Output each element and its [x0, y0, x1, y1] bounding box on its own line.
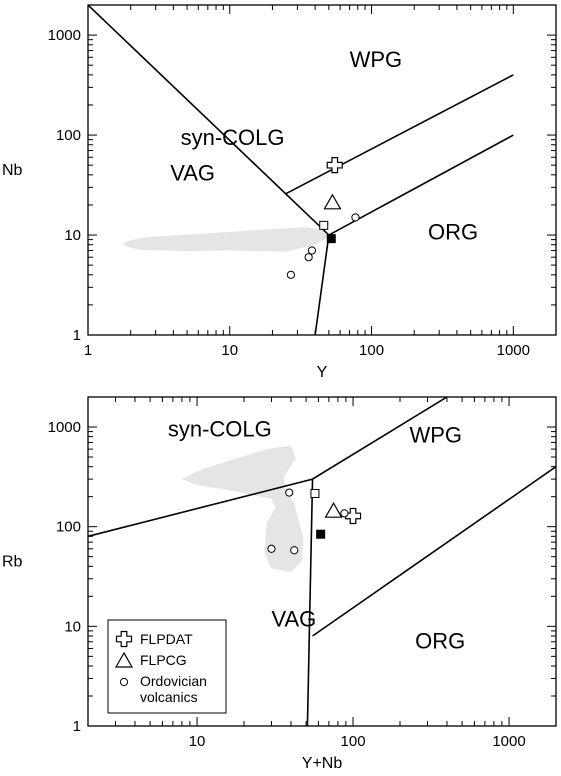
circle-data-point	[286, 270, 296, 279]
y-axis-title: Nb	[2, 162, 23, 179]
x-tick-label: 1000	[497, 342, 530, 359]
filled-square-data-point	[326, 234, 336, 244]
circle-data-point	[307, 246, 317, 255]
field-boundary-0	[88, 5, 514, 237]
y-tick-label: 1	[73, 718, 81, 735]
cross-data-point	[326, 157, 343, 174]
y-tick-label: 1000	[48, 419, 81, 436]
field-label-wpg: WPG	[350, 47, 403, 72]
y-tick-label: 100	[56, 519, 81, 536]
field-label-vag: VAG	[271, 606, 316, 631]
open-square-data-point	[319, 220, 329, 230]
legend-label: Ordovician	[140, 673, 207, 689]
plot-frame	[87, 4, 557, 336]
field-label-org: ORG	[415, 628, 465, 653]
x-tick-label: 1000	[492, 733, 525, 750]
x-tick-label: 10	[221, 342, 238, 359]
y-tick-label: 1000	[48, 27, 81, 44]
plot-frame	[87, 396, 557, 727]
legend-label: FLPDAT	[140, 631, 193, 647]
filled-square-data-point	[316, 529, 326, 539]
y-tick-label: 10	[64, 618, 81, 635]
circle-data-point	[267, 544, 276, 553]
legend-circle-icon	[119, 677, 129, 687]
x-tick-label: 100	[359, 342, 384, 359]
field-label-syn-colg: syn-COLG	[181, 125, 285, 150]
legend-label: FLPCG	[140, 652, 187, 668]
x-tick-label: 100	[341, 733, 366, 750]
y-axis-title: Rb	[2, 554, 23, 571]
cross-data-point	[344, 507, 362, 525]
triangle-data-point	[324, 501, 343, 518]
y-tick-label: 10	[64, 227, 81, 244]
x-tick-label: 1	[84, 342, 92, 359]
grey-field-area	[124, 227, 329, 252]
open-square-data-point	[310, 489, 320, 499]
circle-data-point	[285, 488, 294, 497]
triangle-data-point	[323, 193, 342, 210]
field-label-org: ORG	[428, 220, 478, 245]
circle-data-point	[304, 253, 313, 262]
field-boundary-1	[306, 479, 314, 726]
circle-data-point	[351, 213, 360, 222]
axis-ticks	[87, 4, 557, 336]
field-boundary-2	[312, 466, 556, 637]
field-label-vag: VAG	[170, 161, 215, 186]
circle-data-point	[290, 546, 299, 555]
x-axis-title: Y	[317, 364, 328, 381]
circle-data-point	[340, 509, 349, 518]
legend-label-line2: volcanics	[140, 689, 198, 705]
field-boundary-1	[314, 234, 330, 335]
axis-ticks	[87, 396, 557, 727]
field-boundary-2	[285, 74, 514, 195]
legend-cross-icon	[115, 630, 133, 648]
panel-y-nb: 1 10 100 1000 1 10 100 1000 Y Nb WPG syn-COLG VAG ORG	[2, 4, 557, 381]
grey-field-area	[181, 445, 304, 573]
y-tick-label: 100	[56, 127, 81, 144]
x-tick-label: 10	[189, 733, 206, 750]
legend-triangle-icon	[114, 651, 134, 668]
field-label-wpg: WPG	[409, 422, 462, 447]
y-tick-label: 1	[73, 327, 81, 344]
x-axis-title: Y+Nb	[302, 755, 343, 772]
panel-ynb-rb: 10 100 1000 1 10 100 1000 Y+Nb Rb syn-COLG WPG VAG O…	[2, 396, 557, 772]
field-label-syn-colg: syn-COLG	[168, 417, 272, 442]
